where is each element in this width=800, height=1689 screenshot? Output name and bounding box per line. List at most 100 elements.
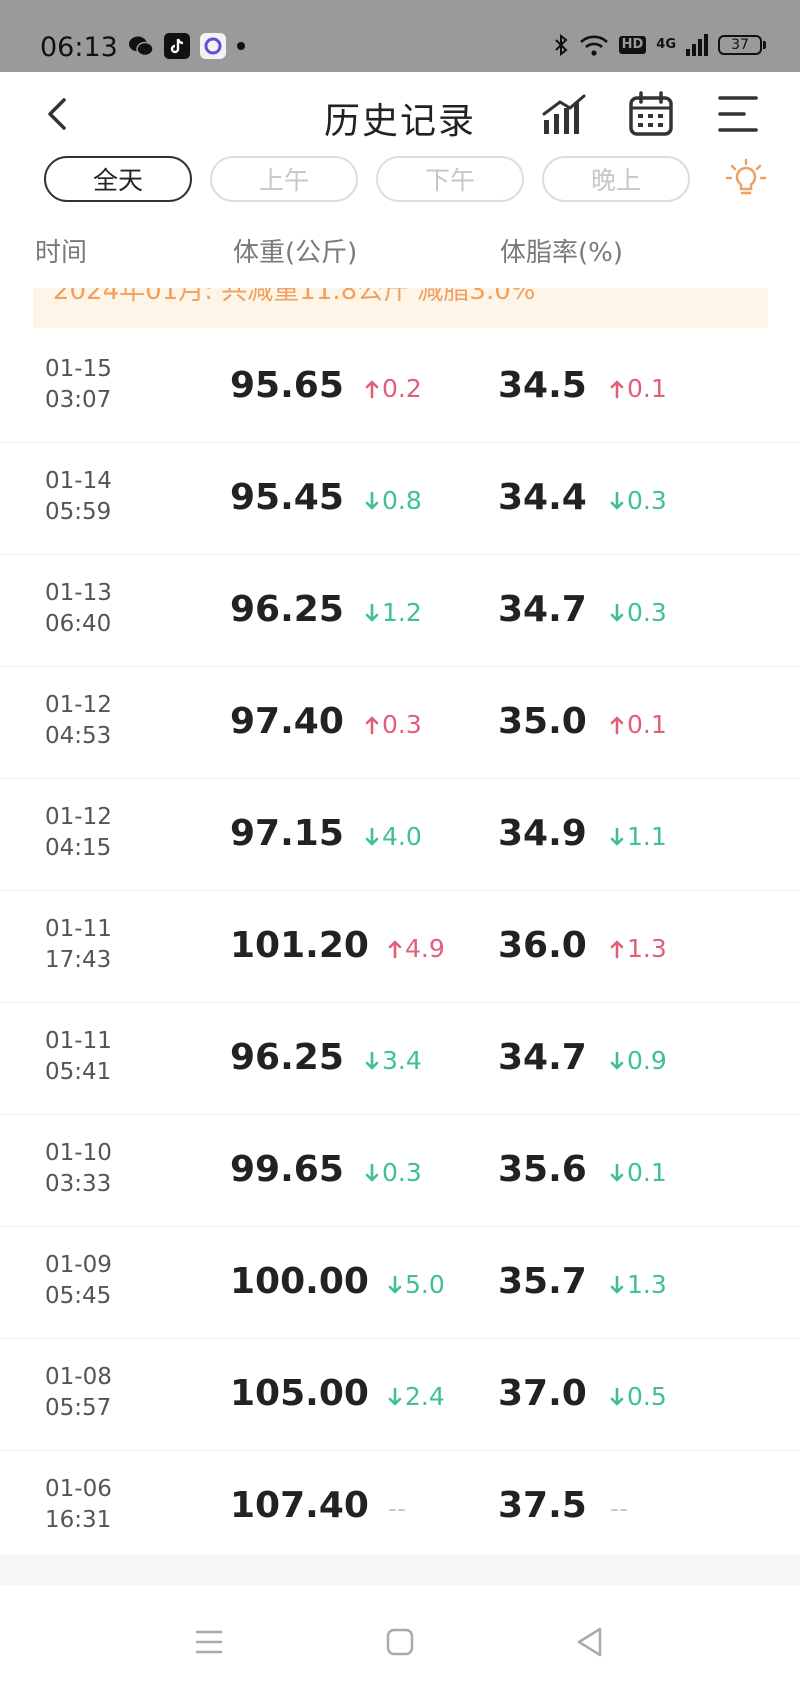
weight-change: 4.0: [365, 822, 422, 851]
battery-icon: 37: [718, 35, 766, 55]
back-button[interactable]: [38, 94, 78, 134]
back-icon: [48, 98, 66, 130]
fat-change-value: 0.1: [627, 710, 667, 739]
arrow-down-icon: [610, 1051, 624, 1069]
weight-value: 95.65: [230, 365, 344, 406]
record-row[interactable]: 01-11 05:41 96.25 3.4 34.7 0.9: [0, 1003, 800, 1115]
weight-change-value: 2.4: [405, 1382, 445, 1411]
menu-button[interactable]: [714, 90, 762, 138]
record-date: 01-11: [45, 1028, 112, 1054]
fat-change: 0.1: [610, 1158, 667, 1187]
weight-change-value: 0.3: [382, 1158, 422, 1187]
record-row[interactable]: 01-11 17:43 101.20 4.9 36.0 1.3: [0, 891, 800, 1003]
summary-text: 2024年01月: 共减重11.8公斤 减脂3.0%: [53, 288, 536, 306]
record-row[interactable]: 01-13 06:40 96.25 1.2 34.7 0.3: [0, 555, 800, 667]
arrow-down-icon: [610, 1163, 624, 1181]
fat-change-value: 0.1: [627, 1158, 667, 1187]
arrow-up-icon: [610, 716, 624, 734]
record-date: 01-10: [45, 1140, 112, 1166]
filter-evening[interactable]: 晚上: [542, 156, 690, 202]
calendar-icon: [629, 91, 673, 136]
fat-value: 34.9: [498, 813, 587, 854]
weight-change-value: 3.4: [382, 1046, 422, 1075]
list-footer: [0, 1555, 800, 1585]
weight-change-value: --: [388, 1494, 407, 1523]
fat-change: 0.1: [610, 710, 667, 739]
fat-change: 0.3: [610, 486, 667, 515]
nav-back-button[interactable]: [570, 1622, 610, 1662]
record-row[interactable]: 01-10 03:33 99.65 0.3 35.6 0.1: [0, 1115, 800, 1227]
weight-change-value: 0.2: [382, 374, 422, 403]
arrow-down-icon: [365, 603, 379, 621]
filter-all-day[interactable]: 全天: [44, 156, 192, 202]
wechat-icon: [128, 35, 154, 57]
weight-value: 96.25: [230, 589, 344, 630]
arrow-down-icon: [610, 827, 624, 845]
record-time: 03:33: [45, 1171, 112, 1197]
weight-change: --: [388, 1494, 406, 1523]
weight-change-value: 4.9: [405, 934, 445, 963]
tips-button[interactable]: [724, 158, 768, 202]
fat-change-value: 1.1: [627, 822, 667, 851]
fat-value: 35.7: [498, 1261, 587, 1302]
record-row[interactable]: 01-12 04:15 97.15 4.0 34.9 1.1: [0, 779, 800, 891]
record-date: 01-08: [45, 1364, 112, 1390]
weight-change: 5.0: [388, 1270, 445, 1299]
arrow-down-icon: [388, 1275, 402, 1293]
chart-button[interactable]: [540, 90, 588, 138]
record-row[interactable]: 01-08 05:57 105.00 2.4 37.0 0.5: [0, 1339, 800, 1451]
record-row[interactable]: 01-12 04:53 97.40 0.3 35.0 0.1: [0, 667, 800, 779]
record-row[interactable]: 01-06 16:31 107.40 -- 37.5 --: [0, 1451, 800, 1563]
fat-change-value: 0.1: [627, 374, 667, 403]
time-filter: 全天 上午 下午 晚上: [44, 156, 690, 204]
recents-button[interactable]: [189, 1622, 229, 1662]
fat-value: 36.0: [498, 925, 587, 966]
chart-icon: [542, 94, 586, 134]
record-row[interactable]: 01-09 05:45 100.00 5.0 35.7 1.3: [0, 1227, 800, 1339]
fat-value: 35.0: [498, 701, 587, 742]
fat-change-value: 0.3: [627, 486, 667, 515]
calendar-button[interactable]: [627, 90, 675, 138]
weight-value: 97.40: [230, 701, 344, 742]
fat-value: 34.7: [498, 589, 587, 630]
fat-value: 35.6: [498, 1149, 587, 1190]
weight-change-value: 0.8: [382, 486, 422, 515]
col-weight: 体重(公斤): [233, 238, 358, 268]
fat-change-value: 0.3: [627, 598, 667, 627]
status-bar: 06:13 HD 4G 37: [0, 0, 800, 72]
network-type: 4G: [656, 37, 676, 52]
home-button[interactable]: [380, 1622, 420, 1662]
record-time: 04:53: [45, 723, 112, 749]
weight-change: 2.4: [388, 1382, 445, 1411]
arrow-down-icon: [610, 1387, 624, 1405]
record-time: 05:59: [45, 499, 112, 525]
lightbulb-icon: [725, 158, 767, 195]
page-title: 历史记录: [323, 101, 476, 142]
weight-value: 105.00: [230, 1373, 369, 1414]
arrow-down-icon: [365, 1051, 379, 1069]
arrow-down-icon: [388, 1387, 402, 1405]
record-time: 06:40: [45, 611, 112, 637]
weight-value: 107.40: [230, 1485, 369, 1526]
arrow-up-icon: [610, 940, 624, 958]
filter-morning[interactable]: 上午: [210, 156, 358, 202]
record-row[interactable]: 01-15 03:07 95.65 0.2 34.5 0.1: [0, 331, 800, 443]
record-time: 05:57: [45, 1395, 112, 1421]
hd-badge: HD: [618, 36, 647, 54]
filter-afternoon[interactable]: 下午: [376, 156, 524, 202]
arrow-down-icon: [610, 491, 624, 509]
col-fat: 体脂率(%): [500, 238, 623, 268]
weight-change: 4.9: [388, 934, 445, 963]
record-date: 01-11: [45, 916, 112, 942]
record-time: 17:43: [45, 947, 112, 973]
fat-value: 37.0: [498, 1373, 587, 1414]
fat-value: 34.4: [498, 477, 587, 518]
arrow-down-icon: [365, 491, 379, 509]
record-time: 05:41: [45, 1059, 112, 1085]
weight-change-value: 0.3: [382, 710, 422, 739]
record-row[interactable]: 01-14 05:59 95.45 0.8 34.4 0.3: [0, 443, 800, 555]
arrow-up-icon: [365, 380, 379, 398]
weight-value: 100.00: [230, 1261, 369, 1302]
weight-change-value: 5.0: [405, 1270, 445, 1299]
weight-value: 96.25: [230, 1037, 344, 1078]
